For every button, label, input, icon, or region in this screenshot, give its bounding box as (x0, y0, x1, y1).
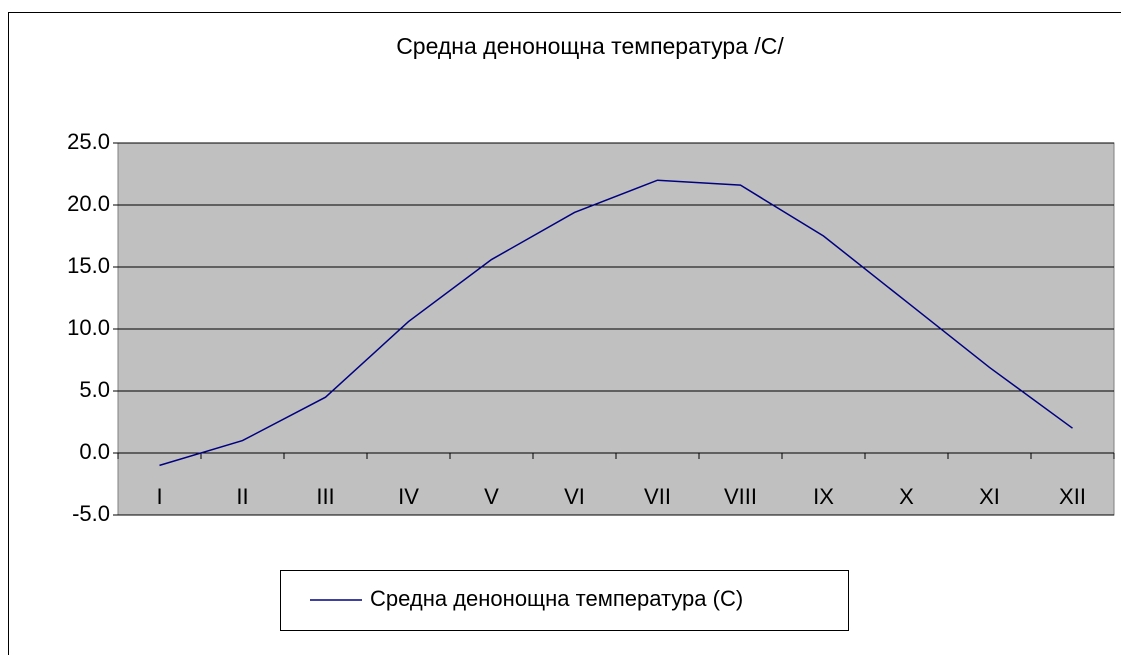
legend (280, 570, 849, 631)
y-tick-label: 0.0 (79, 439, 110, 464)
y-tick-label: 25.0 (67, 129, 110, 154)
x-tick-label: III (316, 484, 334, 509)
x-tick-label: I (156, 484, 162, 509)
y-tick-label: 20.0 (67, 191, 110, 216)
x-tick-label: VII (644, 484, 671, 509)
x-tick-label: V (484, 484, 499, 509)
data-line (159, 179, 1073, 467)
x-tick-label: IV (398, 484, 419, 509)
y-tick-label: 5.0 (79, 377, 110, 402)
chart-title: Средна денонощна температура /С/ (396, 33, 784, 59)
x-tick-label: VIII (724, 484, 757, 509)
y-tick-label: -5.0 (72, 501, 110, 526)
x-tick-label: XII (1059, 484, 1086, 509)
x-tick-label: VI (564, 484, 585, 509)
x-tick-label: XI (979, 484, 1000, 509)
x-tick-label: IX (813, 484, 834, 509)
y-tick-label: 15.0 (67, 253, 110, 278)
x-tick-label: II (236, 484, 248, 509)
legend-label: Средна денонощна температура (С) (370, 586, 743, 611)
x-tick-label: X (899, 484, 914, 509)
y-tick-label: 10.0 (67, 315, 110, 340)
